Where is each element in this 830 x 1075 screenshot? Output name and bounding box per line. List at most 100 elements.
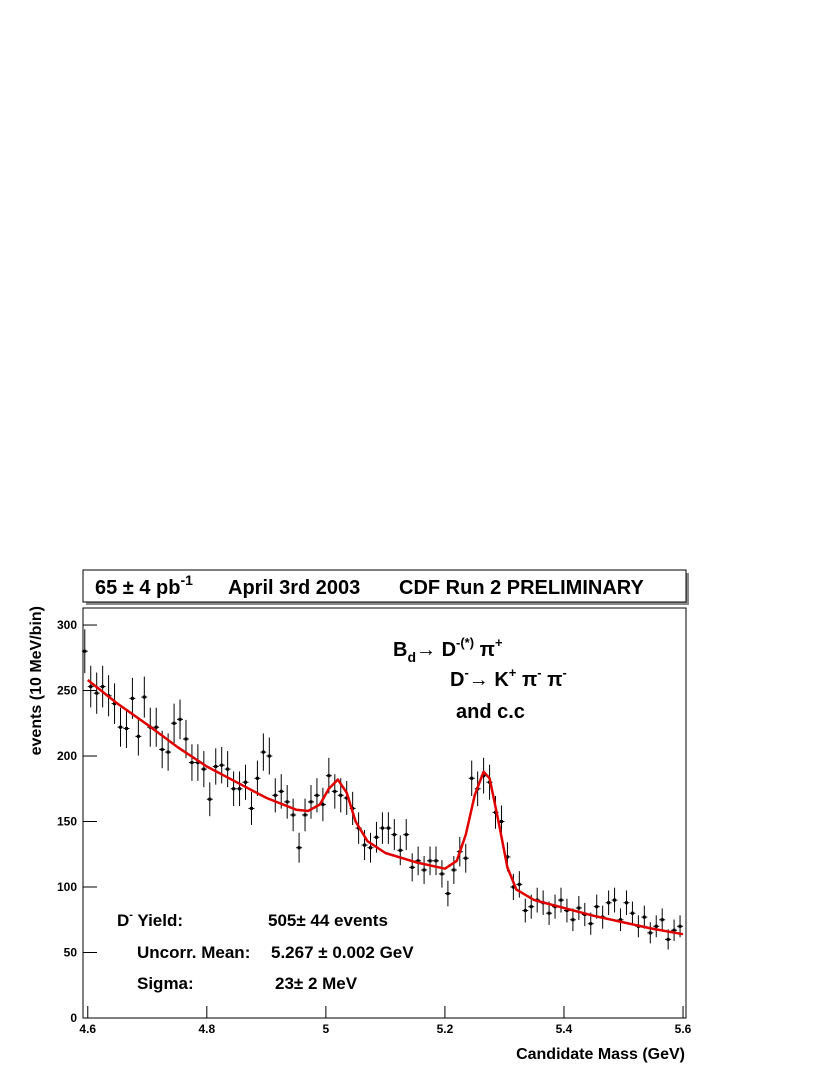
data-point — [647, 922, 654, 944]
marker — [517, 882, 521, 886]
title-part: CDF Run 2 PRELIMINARY — [399, 577, 644, 599]
data-point — [99, 665, 106, 708]
data-point — [563, 898, 570, 923]
decay-line: D-→ K+ π- π- — [450, 665, 567, 691]
data-point — [433, 846, 439, 876]
data-point — [117, 707, 124, 747]
y-tick-label: 150 — [57, 815, 77, 829]
data-point — [242, 764, 249, 800]
marker — [130, 696, 134, 700]
marker — [273, 793, 277, 797]
data-point — [546, 901, 553, 925]
data-point — [302, 798, 309, 832]
marker — [678, 924, 682, 928]
data-point — [462, 843, 469, 873]
marker — [119, 725, 123, 729]
marker — [196, 761, 200, 765]
x-tick-label: 5.4 — [556, 1022, 573, 1036]
data-point — [141, 676, 148, 718]
marker — [261, 750, 265, 754]
data-point — [438, 860, 445, 888]
marker — [255, 776, 259, 780]
marker — [369, 846, 373, 850]
y-tick-label: 100 — [57, 880, 77, 894]
title: 65 ± 4 pb-1 April 3rd 2003 CDF Run 2 PRE… — [95, 568, 644, 599]
marker — [607, 901, 611, 905]
marker — [249, 806, 253, 810]
y-tick-label: 200 — [57, 749, 77, 763]
marker — [660, 918, 664, 922]
marker — [208, 797, 212, 801]
x-axis-label: Candidate Mass (GeV) — [516, 1046, 685, 1063]
data-point — [296, 832, 303, 863]
t: π — [542, 669, 563, 691]
marker — [184, 737, 188, 741]
plot-frame — [82, 607, 687, 1019]
marker — [589, 922, 593, 926]
marker — [172, 721, 176, 725]
marker — [619, 918, 623, 922]
y-tick-label: 300 — [57, 618, 77, 632]
data-point — [522, 898, 529, 923]
y-tick-label: 50 — [64, 946, 78, 960]
data-point — [593, 894, 600, 919]
data-point — [379, 812, 386, 844]
yield-label: D- Yield: — [117, 909, 183, 930]
data-point — [403, 819, 410, 851]
marker — [648, 931, 652, 935]
marker — [642, 915, 646, 919]
marker — [464, 856, 468, 860]
mean-value: 5.267 ± 0.002 GeV — [271, 943, 414, 962]
data-point — [659, 908, 666, 932]
marker — [374, 835, 378, 839]
marker — [511, 885, 515, 889]
marker — [83, 649, 87, 653]
marker — [386, 826, 390, 830]
data-point — [266, 737, 273, 775]
x-tick-label: 5.2 — [437, 1022, 454, 1036]
marker — [422, 868, 426, 872]
plot-area — [81, 629, 684, 950]
marker — [124, 727, 128, 731]
marker — [101, 685, 105, 689]
marker — [333, 789, 337, 793]
marker — [202, 767, 206, 771]
marker — [232, 787, 236, 791]
data-point — [129, 677, 136, 719]
x-tick-label: 4.6 — [79, 1022, 96, 1036]
data-point — [468, 760, 475, 797]
data-point — [200, 751, 207, 788]
data-point — [444, 880, 451, 907]
marker — [327, 774, 331, 778]
t: D — [450, 669, 464, 691]
t: → D — [416, 639, 456, 661]
marker — [404, 833, 408, 837]
marker — [565, 909, 569, 913]
marker — [499, 820, 503, 824]
data-point — [218, 746, 225, 784]
marker — [279, 789, 283, 793]
marker — [345, 796, 349, 800]
sigma-label: Sigma: — [137, 974, 194, 993]
marker — [410, 865, 414, 869]
data-point — [427, 846, 434, 876]
marker — [154, 725, 158, 729]
data-point — [81, 629, 88, 674]
marker — [672, 928, 676, 932]
marker — [452, 868, 456, 872]
marker — [482, 774, 486, 778]
data-point — [206, 782, 213, 817]
marker — [267, 754, 271, 758]
data-point — [248, 791, 255, 825]
marker — [315, 793, 319, 797]
x-tick-label: 5 — [323, 1022, 330, 1036]
data-point — [421, 856, 428, 884]
title-part: 65 ± 4 pb — [95, 577, 180, 599]
marker — [303, 813, 307, 817]
marker — [214, 764, 218, 768]
marker — [434, 859, 438, 863]
marker — [178, 717, 182, 721]
data-point — [135, 717, 142, 756]
y-tick-label: 250 — [57, 684, 77, 698]
